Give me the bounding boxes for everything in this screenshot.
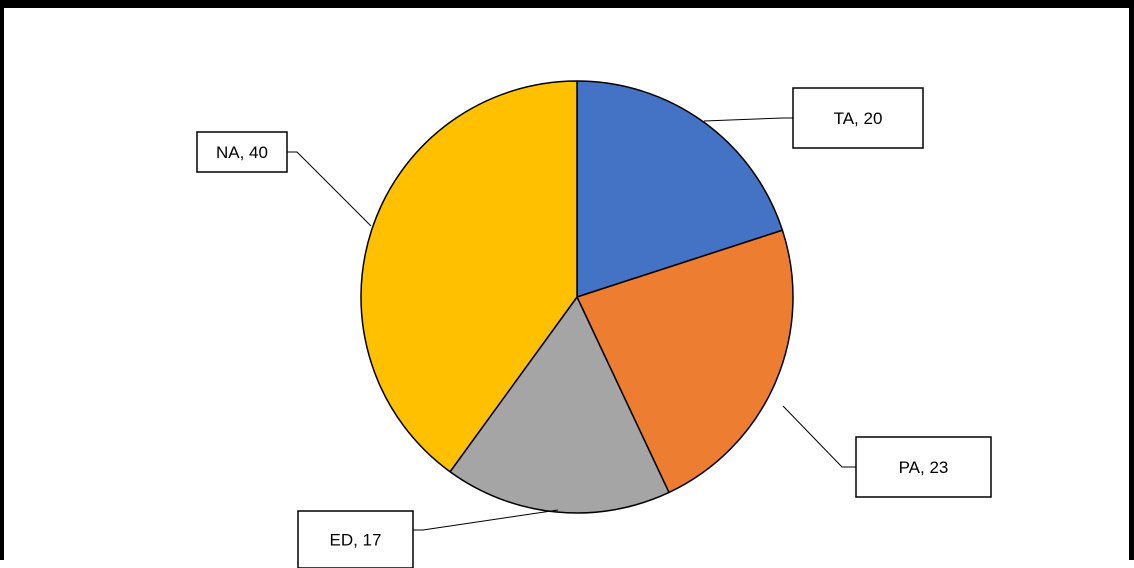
leader-line-pa xyxy=(782,405,856,468)
leader-line-ed xyxy=(413,509,559,531)
data-label-box xyxy=(792,87,924,149)
data-label-text: TA, 20 xyxy=(834,109,883,128)
pie-slice-pa xyxy=(576,229,794,494)
pie-chart: TA, 20 PA, 23 ED, 17 NA, 40 xyxy=(196,80,992,568)
data-label-na: NA, 40 xyxy=(196,131,288,173)
data-label-ed: ED, 17 xyxy=(297,510,414,568)
data-labels: TA, 20 PA, 23 ED, 17 NA, 40 xyxy=(196,87,992,568)
pie-slices xyxy=(360,80,794,514)
pie-slice-ed xyxy=(449,296,670,514)
data-label-text: ED, 17 xyxy=(330,531,382,550)
leader-lines xyxy=(287,117,856,531)
data-label-ta: TA, 20 xyxy=(792,87,924,149)
leader-line-ta xyxy=(703,117,793,122)
data-label-pa: PA, 23 xyxy=(855,436,992,498)
pie-slice-na xyxy=(360,80,578,473)
data-label-box xyxy=(855,436,992,498)
pie-slice-ta xyxy=(576,80,784,298)
leader-line-na xyxy=(287,151,372,227)
data-label-box xyxy=(297,510,414,568)
data-label-text: NA, 40 xyxy=(216,143,268,162)
data-label-text: PA, 23 xyxy=(899,458,949,477)
data-label-box xyxy=(196,131,288,173)
